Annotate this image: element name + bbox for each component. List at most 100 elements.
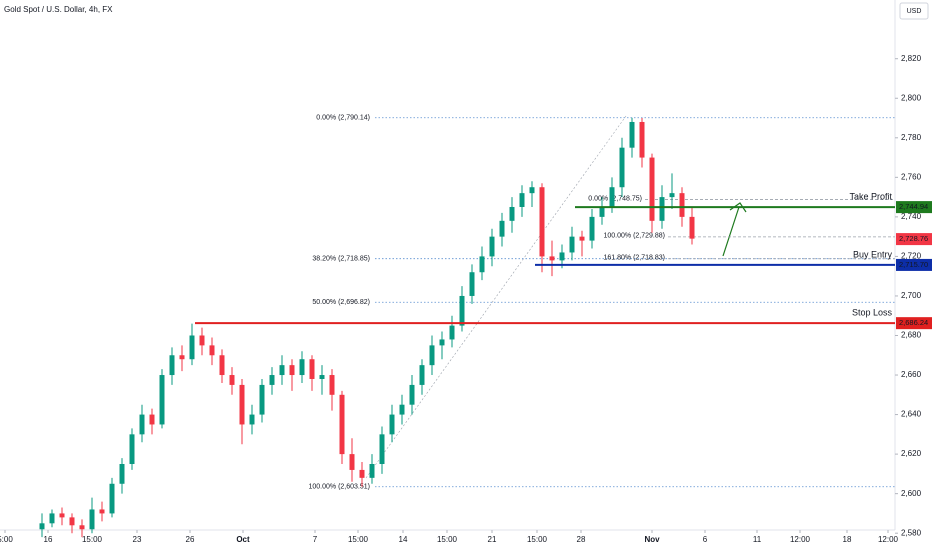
candle-body [419,365,425,385]
candle-body [629,121,635,148]
price-tag-label: 2,686.24 [899,318,928,327]
level-name: Stop Loss [852,308,893,318]
level-name: Take Profit [849,191,892,201]
x-tick-label: 15:00 [437,535,458,544]
candle-body [469,272,475,296]
candle-body [659,197,665,221]
candle-body [589,216,595,241]
candle-body [309,359,315,379]
fib-label: 0.00% (2,790.14) [316,115,370,122]
candle-body [149,414,155,425]
x-tick-label: 12:00 [790,535,811,544]
price-tag-label: 2,744.94 [899,202,928,211]
candle-body [679,193,685,217]
fib-label: 50.00% (2,696.82) [312,299,370,306]
candle-body [559,252,565,261]
fib-label: 38.20% (2,718.85) [312,256,370,263]
candle-body [229,375,235,385]
x-tick-label: 21 [488,535,497,544]
y-tick-label: 2,760 [901,172,922,181]
candle-body [299,359,305,376]
candle-body [489,236,495,257]
candle-body [349,454,355,470]
y-tick-label: 2,640 [901,410,922,419]
price-tag [896,233,932,246]
candle-body [319,375,325,379]
x-tick-label: 15:00 [82,535,103,544]
candle-body [259,384,265,415]
price-tag-label: 2,715.70 [899,260,928,269]
candle-body [649,157,655,221]
x-tick-label: 6 [703,535,708,544]
x-tick-label: 28 [577,535,586,544]
candle-body [179,355,185,360]
candle-body [279,365,285,376]
candle-body [219,355,225,376]
y-tick-label: 2,800 [901,93,922,102]
candle-body [199,335,205,346]
candle-body [49,513,55,524]
candle-body [109,483,115,514]
chart-title: Gold Spot / U.S. Dollar, 4h, FX [4,5,113,14]
x-tick-label: Nov [644,535,660,544]
candle-body [599,206,605,217]
candle-body [499,220,505,237]
candle-body [479,256,485,273]
candle-body [529,187,535,194]
x-tick-label: 5:00 [0,535,13,544]
candle-body [379,434,385,465]
fib-label: 100.00% (2,603.51) [309,484,371,491]
x-tick-label: 16 [44,535,53,544]
candle-body [209,345,215,356]
candle-body [609,187,615,207]
price-tag [896,317,932,330]
candle-body [239,384,245,425]
candle-body [189,335,195,360]
candle-body [369,464,375,478]
y-tick-label: 2,720 [901,252,922,261]
x-tick-label: 11 [753,535,762,544]
candle-body [429,345,435,366]
x-tick-label: 15:00 [527,535,548,544]
candle-body [399,404,405,415]
candle-body [79,525,85,530]
candle-body [409,384,415,405]
candle-body [269,375,275,385]
candle-body [329,375,335,395]
y-tick-label: 2,600 [901,489,922,498]
candle-body [549,256,555,261]
candle-body [159,375,165,425]
y-tick-label: 2,680 [901,331,922,340]
y-tick-label: 2,780 [901,133,922,142]
x-tick-label: 14 [399,535,408,544]
y-tick-label: 2,580 [901,528,922,537]
candle-body [59,513,65,518]
x-tick-label: 7 [313,535,318,544]
fib-label: 0.00% (2,748.75) [588,195,642,202]
candle-body [449,325,455,340]
candle-body [139,414,145,435]
currency-label[interactable]: USD [907,8,922,15]
y-tick-label: 2,700 [901,291,922,300]
candle-body [509,206,515,221]
price-tag [896,201,932,214]
candle-body [89,509,95,530]
candle-body [639,121,645,158]
candle-body [289,365,295,376]
candle-body [359,469,365,478]
candle-body [539,187,545,257]
currency-button[interactable] [899,2,929,20]
price-tag [896,258,932,271]
x-tick-label: 18 [843,535,852,544]
price-tag-label: 2,728.76 [899,234,928,243]
candle-body [459,295,465,326]
candle-body [99,509,105,514]
y-tick-label: 2,660 [901,370,922,379]
candle-body [339,394,345,455]
x-tick-label: 23 [133,535,142,544]
candle-body [689,216,695,239]
candle-body [69,517,75,526]
x-tick-label: 12:00 [878,535,899,544]
